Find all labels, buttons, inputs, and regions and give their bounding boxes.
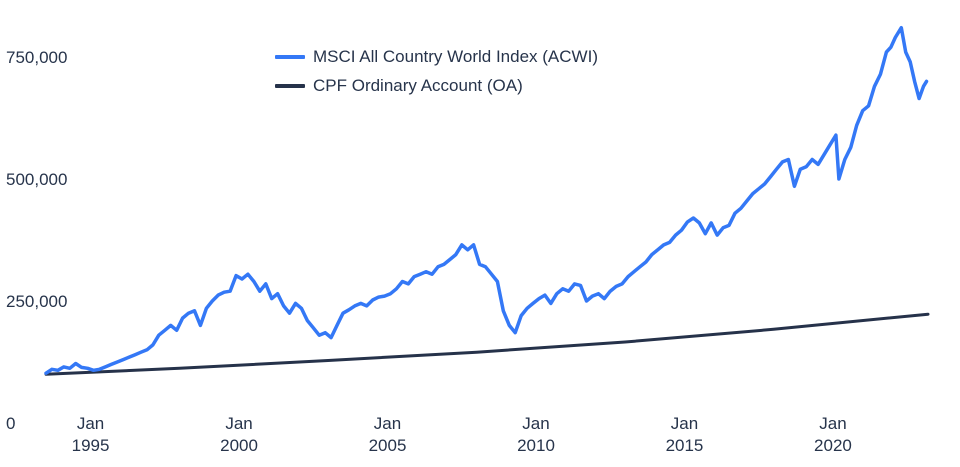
legend-label-cpf-oa: CPF Ordinary Account (OA): [313, 75, 523, 95]
y-tick-label: 250,000: [6, 292, 67, 311]
y-axis-ticks: 0 250,000 500,000 750,000: [6, 48, 67, 433]
x-tick-label-month: Jan: [225, 414, 252, 433]
legend-swatch-acwi: [275, 54, 305, 59]
x-tick-label-year: 2005: [369, 436, 407, 455]
legend-swatch-cpf-oa: [275, 83, 305, 88]
x-tick-label-month: Jan: [819, 414, 846, 433]
series-line-cpf-oa: [44, 312, 930, 376]
x-axis-ticks: Jan 1995 Jan 2000 Jan 2005 Jan 2010 Jan 2015 Jan 20…: [72, 414, 852, 455]
x-tick-label-month: Jan: [671, 414, 698, 433]
series-lines: [44, 25, 930, 376]
y-tick-label: 750,000: [6, 48, 67, 67]
x-tick-label-month: Jan: [522, 414, 549, 433]
x-tick-label-month: Jan: [374, 414, 401, 433]
legend: MSCI All Country World Index (ACWI) CPF …: [275, 42, 598, 100]
x-tick-label-year: 2000: [220, 436, 258, 455]
x-tick-label-year: 1995: [72, 436, 110, 455]
legend-item-cpf-oa[interactable]: CPF Ordinary Account (OA): [275, 71, 598, 100]
x-tick-label-year: 2020: [814, 436, 852, 455]
y-tick-label: 0: [6, 414, 15, 433]
legend-label-acwi: MSCI All Country World Index (ACWI): [313, 46, 598, 66]
x-tick-label-year: 2015: [666, 436, 704, 455]
x-tick-label-month: Jan: [77, 414, 104, 433]
series-line-acwi: [44, 25, 929, 375]
x-tick-label-year: 2010: [517, 436, 555, 455]
legend-item-acwi[interactable]: MSCI All Country World Index (ACWI): [275, 42, 598, 71]
y-tick-label: 500,000: [6, 170, 67, 189]
